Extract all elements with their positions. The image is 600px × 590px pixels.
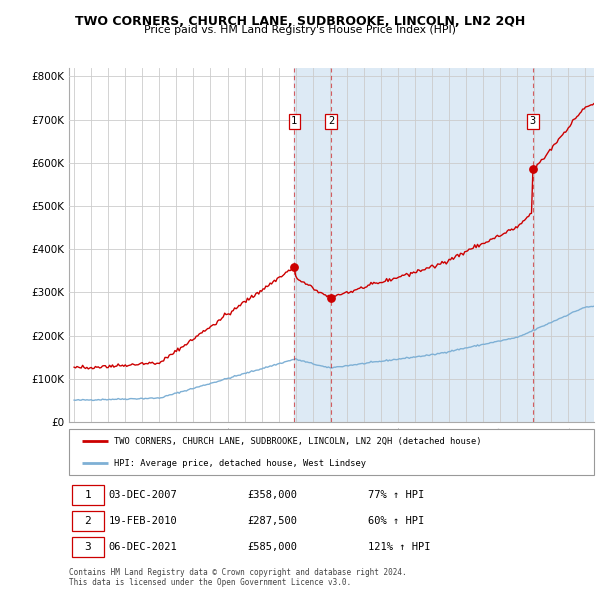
Bar [331,68,533,422]
Text: 19-FEB-2010: 19-FEB-2010 [109,516,177,526]
Point [289,263,299,272]
Text: 2: 2 [328,116,334,126]
Text: TWO CORNERS, CHURCH LANE, SUDBROOKE, LINCOLN, LN2 2QH: TWO CORNERS, CHURCH LANE, SUDBROOKE, LIN… [75,15,525,28]
Text: £358,000: £358,000 [248,490,298,500]
Point [326,293,336,303]
FancyBboxPatch shape [71,537,104,557]
Text: £585,000: £585,000 [248,542,298,552]
Text: Contains HM Land Registry data © Crown copyright and database right 2024.
This d: Contains HM Land Registry data © Crown c… [69,568,407,587]
Bar [533,68,594,422]
Text: TWO CORNERS, CHURCH LANE, SUDBROOKE, LINCOLN, LN2 2QH (detached house): TWO CORNERS, CHURCH LANE, SUDBROOKE, LIN… [113,437,481,446]
Text: 1: 1 [85,490,91,500]
Text: Price paid vs. HM Land Registry's House Price Index (HPI): Price paid vs. HM Land Registry's House … [144,25,456,35]
Text: 77% ↑ HPI: 77% ↑ HPI [368,490,425,500]
Text: 60% ↑ HPI: 60% ↑ HPI [368,516,425,526]
Text: £287,500: £287,500 [248,516,298,526]
Bar [294,68,331,422]
FancyBboxPatch shape [71,485,104,504]
Text: 121% ↑ HPI: 121% ↑ HPI [368,542,431,552]
FancyBboxPatch shape [71,511,104,531]
Point [528,165,538,174]
Text: 1: 1 [291,116,298,126]
Text: 3: 3 [530,116,536,126]
Text: 2: 2 [85,516,91,526]
Text: 3: 3 [85,542,91,552]
Text: 03-DEC-2007: 03-DEC-2007 [109,490,177,500]
FancyBboxPatch shape [69,429,594,475]
Text: HPI: Average price, detached house, West Lindsey: HPI: Average price, detached house, West… [113,459,365,468]
Text: 06-DEC-2021: 06-DEC-2021 [109,542,177,552]
